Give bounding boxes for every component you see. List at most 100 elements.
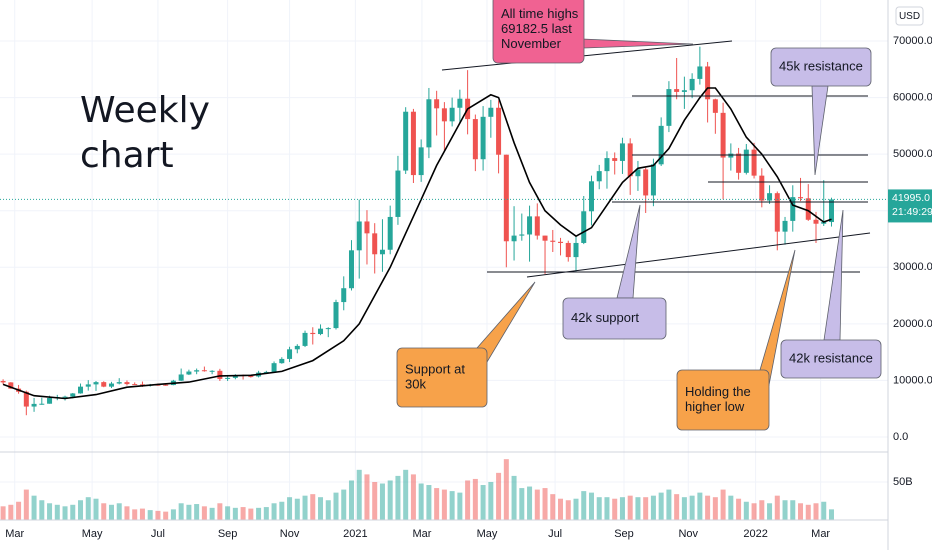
candle-body: [596, 171, 602, 182]
candle-body: [681, 90, 687, 92]
volume-bar: [720, 489, 726, 520]
y-tick-label: 70000.0: [893, 35, 932, 47]
volume-bar: [821, 501, 827, 520]
volume-bar: [78, 500, 84, 520]
candle-body: [534, 216, 540, 236]
y-tick-label: 0.0: [893, 431, 908, 443]
annotation-text: Support at: [405, 361, 465, 376]
candle-body: [294, 345, 300, 350]
y-tick-label: 60000.0: [893, 91, 932, 103]
candle-body: [194, 370, 200, 372]
candle-body: [387, 216, 393, 250]
candle-body: [581, 211, 587, 243]
annotation-text: All time highs: [501, 6, 579, 21]
volume-bar: [441, 489, 447, 520]
candle-body: [108, 383, 114, 387]
volume-bar: [550, 494, 556, 520]
candle-body: [527, 216, 533, 235]
volume-bar: [627, 495, 633, 520]
candle-body: [302, 332, 308, 346]
candle-body: [751, 149, 757, 176]
candle-body: [62, 396, 68, 398]
candle-body: [774, 193, 780, 232]
annotation-pointer: [811, 85, 829, 176]
candle-body: [565, 242, 571, 258]
candle-body: [124, 382, 130, 385]
volume-bar: [333, 492, 339, 520]
x-tick-label: Jul: [548, 528, 562, 540]
candle-body: [821, 222, 827, 224]
volume-bar: [418, 483, 424, 520]
candle-body: [318, 328, 324, 335]
candle-body: [39, 403, 45, 405]
annotation-box: [770, 47, 872, 87]
volume-bar: [395, 475, 401, 520]
volume-bar: [147, 510, 153, 520]
volume-bar: [519, 488, 525, 520]
candle-body: [705, 66, 711, 100]
candle-body: [279, 358, 285, 364]
candle-body: [325, 328, 331, 330]
volume-bar: [743, 501, 749, 520]
volume-bar: [318, 497, 324, 520]
candle-body: [8, 382, 14, 389]
volume-bar: [736, 498, 742, 520]
candle-body: [364, 221, 370, 234]
candle-body: [418, 147, 424, 176]
y-tick-label: 20000.0: [893, 318, 932, 330]
y-tick-label: 50000.0: [893, 148, 932, 160]
volume-bar: [348, 480, 354, 520]
annotation-box: [780, 339, 882, 379]
candle-body: [519, 234, 525, 236]
volume-bar: [54, 504, 60, 520]
volume-bar: [767, 503, 773, 520]
volume-tick-label: 50B: [893, 476, 913, 488]
x-tick-label: May: [82, 528, 103, 540]
volume-bar: [604, 497, 610, 520]
chart-label: Weekly: [80, 90, 210, 131]
annotation-text: 42k support: [571, 310, 639, 325]
candle-body: [78, 386, 84, 394]
volume-bar: [279, 501, 285, 520]
trend-line: [526, 232, 871, 278]
volume-bar: [681, 497, 687, 520]
volume-bar: [93, 498, 99, 520]
volume-bar: [619, 497, 625, 520]
candle-body: [720, 112, 726, 158]
candle-body: [650, 164, 656, 196]
x-tick-label: Jul: [151, 528, 165, 540]
candle-body: [658, 125, 664, 165]
annotation-box: [396, 347, 488, 408]
currency-box[interactable]: [895, 6, 924, 26]
x-tick-label: Nov: [280, 528, 300, 540]
volume-bar: [403, 469, 409, 520]
moving-average: [2, 87, 832, 400]
volume-bar: [31, 495, 37, 520]
volume-bar: [232, 507, 238, 520]
candle-body: [828, 199, 834, 223]
volume-bar: [256, 507, 262, 520]
candle-body: [697, 66, 703, 79]
volume-bar: [712, 497, 718, 520]
volume-bar: [612, 498, 618, 520]
volume-bar: [774, 495, 780, 520]
candle-body: [689, 78, 695, 91]
volume-bar: [170, 509, 176, 520]
volume-bar: [457, 492, 463, 520]
trend-lines: [441, 40, 871, 278]
candle-body: [232, 375, 238, 378]
volume-bar: [209, 507, 215, 520]
candle-body: [263, 371, 269, 373]
volume-bar: [201, 506, 207, 520]
candle-body: [457, 98, 463, 108]
volume-bar: [108, 504, 114, 520]
candle-body: [348, 250, 354, 289]
x-tick-label: Mar: [412, 528, 431, 540]
volume-bar: [302, 495, 308, 520]
currency: USD: [899, 11, 920, 22]
volume-bar: [364, 474, 370, 520]
volume-bar: [751, 503, 757, 520]
candle-body: [743, 149, 749, 173]
volume-bar: [356, 469, 362, 520]
volume-bar: [47, 503, 53, 520]
